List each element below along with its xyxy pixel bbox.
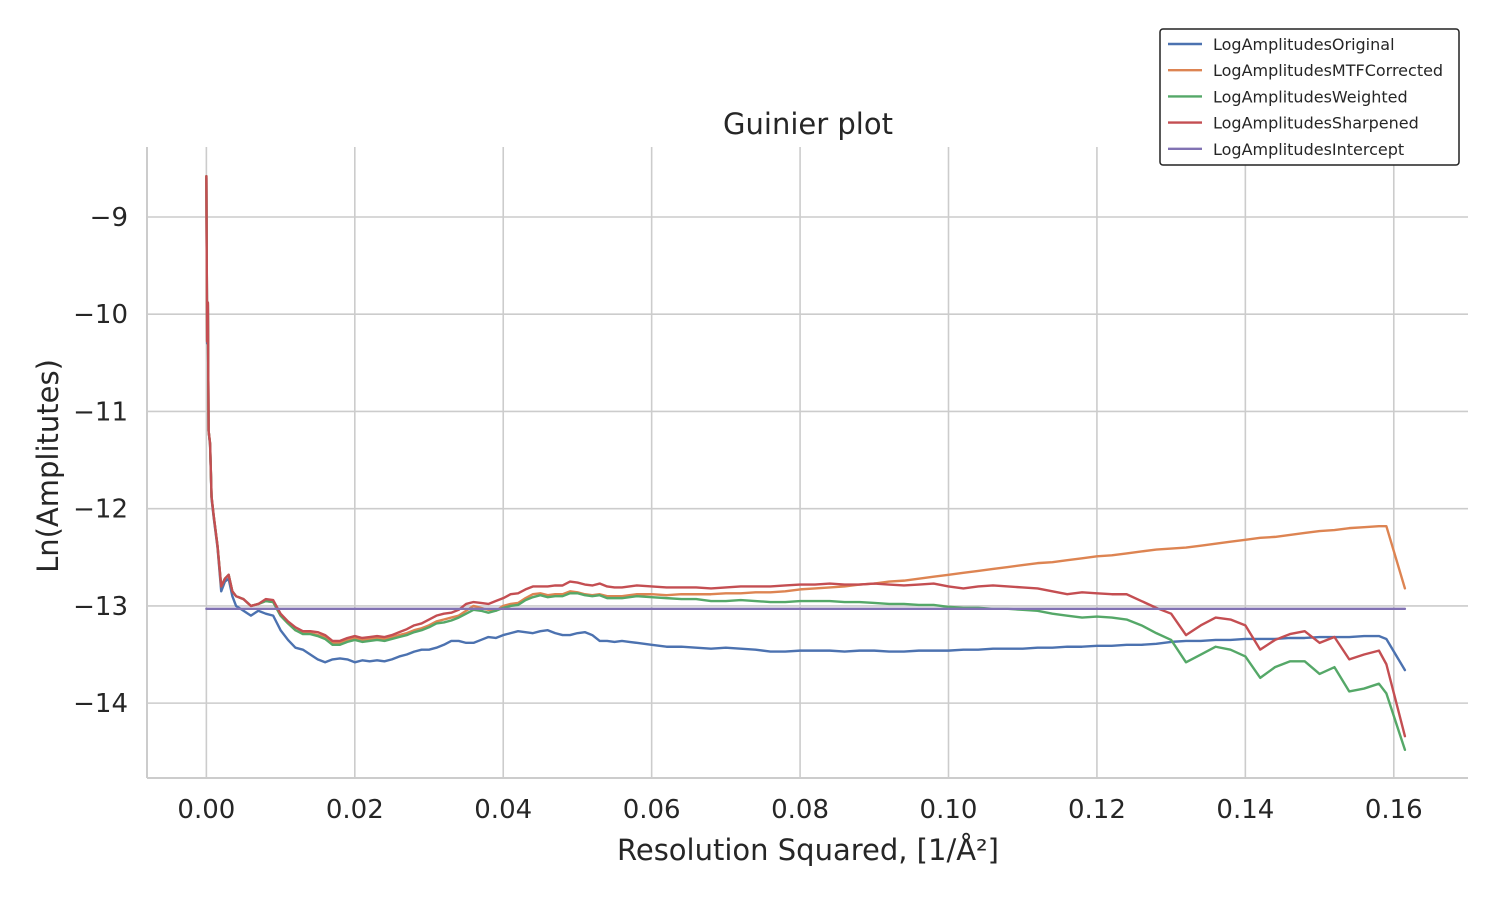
y-tick-label: −9 bbox=[90, 203, 128, 233]
x-tick-label: 0.06 bbox=[623, 795, 681, 825]
grid bbox=[147, 147, 1468, 778]
axes bbox=[146, 147, 1468, 779]
x-tick-label: 0.08 bbox=[771, 795, 829, 825]
legend: LogAmplitudesOriginal LogAmplitudesMTFCor… bbox=[1159, 28, 1460, 166]
x-tick-label: 0.10 bbox=[920, 795, 978, 825]
x-tick-label: 0.02 bbox=[326, 795, 384, 825]
legend-entry-label: LogAmplitudesSharpened bbox=[1213, 114, 1419, 133]
series-line-LogAmplitudesOriginal bbox=[205, 176, 1407, 672]
x-tick-label: 0.04 bbox=[474, 795, 532, 825]
series-lines bbox=[205, 174, 1407, 751]
series-line-LogAmplitudesMTFCorrected bbox=[205, 174, 1407, 645]
legend-entry-label: LogAmplitudesMTFCorrected bbox=[1213, 61, 1443, 80]
y-tick-label: −12 bbox=[73, 495, 128, 525]
y-tick-label: −13 bbox=[73, 592, 128, 622]
y-tick-label: −11 bbox=[73, 397, 128, 427]
x-tick-label: 0.12 bbox=[1068, 795, 1126, 825]
chart-title: Guinier plot bbox=[723, 107, 893, 141]
y-tick-label: −14 bbox=[73, 689, 128, 719]
legend-entry-label: LogAmplitudesOriginal bbox=[1213, 35, 1395, 54]
legend-entry-label: LogAmplitudesWeighted bbox=[1213, 87, 1408, 106]
series-line-LogAmplitudesSharpened bbox=[205, 174, 1407, 738]
y-axis-label: Ln(Amplitutes) bbox=[31, 359, 65, 573]
x-tick-label: 0.00 bbox=[177, 795, 235, 825]
x-tick-label: 0.14 bbox=[1216, 795, 1274, 825]
x-axis-label: Resolution Squared, [1/Å²] bbox=[617, 833, 999, 867]
legend-box bbox=[1159, 28, 1460, 166]
series-line-LogAmplitudesWeighted bbox=[205, 174, 1407, 751]
legend-entry-label: LogAmplitudesIntercept bbox=[1213, 140, 1404, 159]
x-tick-label: 0.16 bbox=[1365, 795, 1423, 825]
y-tick-label: −10 bbox=[73, 300, 128, 330]
tick-labels: 0.00 0.02 0.04 0.06 0.08 0.10 0.12 0.14 0.16 −9 −1… bbox=[73, 203, 1423, 825]
